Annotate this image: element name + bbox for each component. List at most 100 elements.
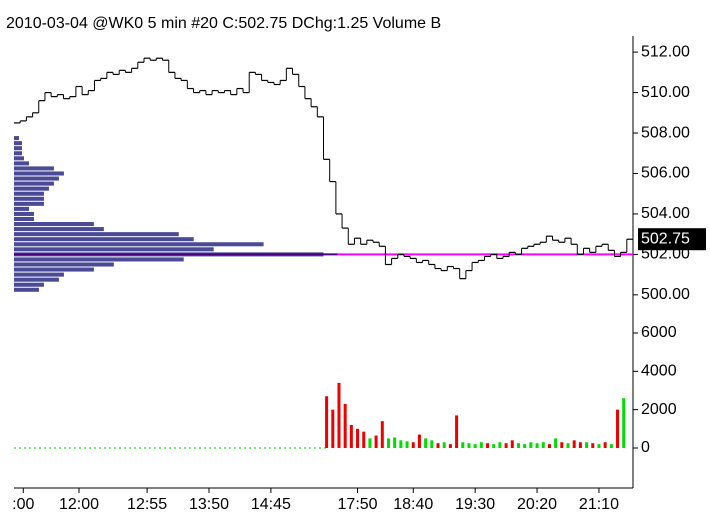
volume-bar: [554, 438, 558, 448]
y-tick-label: 506.00: [641, 165, 690, 182]
profile-bar: [14, 227, 104, 232]
volume-bar: [547, 444, 551, 448]
profile-bar: [14, 166, 54, 171]
volume-tick-label: 4000: [641, 363, 677, 380]
volume-bar: [337, 382, 341, 448]
volume-bar: [609, 444, 613, 448]
x-tick-label: 18:40: [393, 496, 433, 513]
profile-bar: [14, 141, 22, 146]
volume-bar: [597, 444, 601, 448]
volume-bar: [374, 435, 378, 448]
volume-bar: [362, 431, 366, 448]
volume-tick-label: 0: [641, 439, 650, 456]
profile-bar: [14, 272, 64, 277]
volume-bar: [331, 409, 335, 448]
last-price-box: [638, 228, 706, 251]
volume-bar: [368, 438, 372, 448]
chart-title: 2010-03-04 @WK0 5 min #20 C:502.75 DChg:…: [6, 15, 441, 32]
volume-bar: [523, 444, 527, 448]
volume-bar: [622, 398, 626, 448]
profile-bar: [14, 171, 64, 176]
volume-bar: [325, 396, 329, 448]
x-tick-label: :00: [12, 496, 34, 513]
profile-bar: [14, 257, 184, 262]
volume-bar: [535, 443, 539, 448]
volume-bar: [492, 444, 496, 448]
x-tick-label: 21:10: [579, 496, 619, 513]
volume-bar: [436, 443, 440, 448]
y-tick-label: 500.00: [641, 286, 690, 303]
profile-bar: [14, 242, 264, 247]
title-clip: [634, 0, 710, 36]
profile-bar: [14, 136, 19, 141]
profile-bar: [14, 196, 44, 201]
volume-bar: [393, 437, 397, 448]
profile-bar: [14, 267, 94, 272]
profile-bar: [14, 287, 39, 292]
x-tick-label: 13:50: [189, 496, 229, 513]
y-tick-label: 504.00: [641, 205, 690, 222]
profile-bar: [14, 156, 24, 161]
profile-bar: [14, 232, 179, 237]
profile-bar: [14, 222, 94, 227]
profile-bar: [14, 181, 54, 186]
volume-bar: [473, 444, 477, 448]
volume-bar: [411, 442, 415, 448]
x-tick-label: 20:20: [517, 496, 557, 513]
x-tick-label: 14:45: [251, 496, 291, 513]
volume-bar: [616, 409, 620, 448]
profile-bar: [14, 146, 22, 151]
y-tick-label: 508.00: [641, 124, 690, 141]
volume-bar: [585, 442, 589, 448]
profile-bar: [14, 262, 114, 267]
volume-bar: [560, 442, 564, 448]
volume-bar: [498, 442, 502, 448]
volume-bar: [380, 421, 384, 448]
last-price-label: 502.75: [641, 230, 690, 247]
volume-bar: [529, 442, 533, 448]
volume-bar: [603, 442, 607, 448]
profile-bar: [14, 282, 44, 287]
profile-bar: [14, 161, 29, 166]
volume-bar: [399, 440, 403, 448]
volume-bar: [572, 440, 576, 448]
volume-bar: [448, 444, 452, 448]
volume-tick-label: 2000: [641, 401, 677, 418]
volume-bar: [343, 403, 347, 448]
y-tick-label: 510.00: [641, 84, 690, 101]
volume-bar: [467, 443, 471, 448]
volume-bar: [591, 443, 595, 448]
volume-bar: [349, 425, 353, 448]
volume-tick-label: 6000: [641, 324, 677, 341]
profile-bar: [14, 191, 44, 196]
profile-bar: [14, 237, 194, 242]
volume-bar: [578, 442, 582, 448]
volume-bar: [356, 428, 360, 448]
volume-bar: [541, 442, 545, 448]
profile-bar: [14, 206, 29, 211]
volume-bar: [417, 434, 421, 448]
y-tick-label: 512.00: [641, 43, 690, 60]
profile-bar: [14, 176, 59, 181]
volume-bar: [479, 442, 483, 448]
profile-bar: [14, 277, 59, 282]
profile-bar: [14, 247, 214, 252]
profile-bar: [14, 151, 22, 156]
volume-bar: [510, 440, 514, 448]
profile-bar: [14, 216, 34, 222]
volume-bar: [516, 443, 520, 448]
volume-bar: [566, 443, 570, 448]
volume-bar: [486, 443, 490, 448]
profile-bar: [14, 186, 49, 191]
x-tick-label: 12:55: [127, 496, 167, 513]
profile-bar: [14, 211, 34, 216]
x-tick-label: 12:00: [59, 496, 99, 513]
x-tick-label: 17:50: [338, 496, 378, 513]
profile-bar: [14, 201, 44, 206]
volume-bar: [455, 415, 459, 448]
volume-bar: [442, 442, 446, 448]
x-tick-label: 19:30: [455, 496, 495, 513]
volume-bar: [504, 443, 508, 448]
volume-bar: [461, 442, 465, 448]
